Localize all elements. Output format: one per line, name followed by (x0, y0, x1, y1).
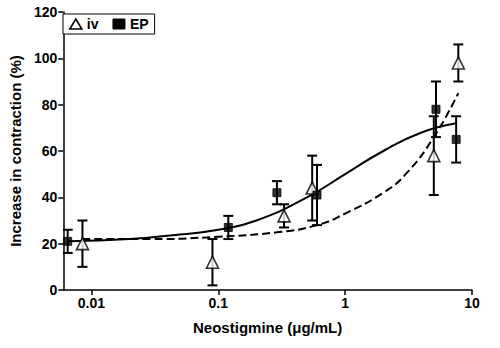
svg-text:120: 120 (34, 4, 58, 20)
svg-text:100: 100 (34, 50, 58, 66)
svg-text:Increase in contraction (%): Increase in contraction (%) (7, 55, 24, 247)
svg-text:40: 40 (42, 189, 58, 205)
svg-text:80: 80 (42, 97, 58, 113)
svg-text:0: 0 (49, 282, 57, 298)
svg-text:iv: iv (87, 16, 99, 32)
svg-text:Neostigmine (μg/mL): Neostigmine (μg/mL) (193, 319, 342, 336)
svg-text:0.1: 0.1 (209, 295, 229, 311)
svg-text:1: 1 (341, 295, 349, 311)
svg-text:10: 10 (464, 295, 480, 311)
svg-text:EP: EP (130, 16, 149, 32)
svg-text:60: 60 (42, 143, 58, 159)
svg-text:0.01: 0.01 (78, 295, 105, 311)
svg-text:20: 20 (42, 236, 58, 252)
